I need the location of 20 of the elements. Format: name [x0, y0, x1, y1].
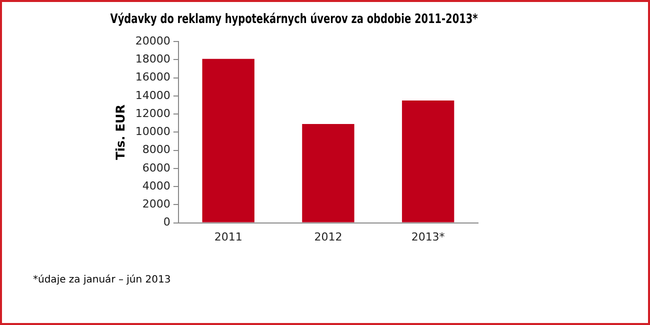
y-tick-label: 12000	[135, 106, 170, 120]
y-tick-label: 0	[163, 216, 170, 229]
bar	[402, 100, 454, 222]
bar	[302, 124, 354, 222]
bar	[202, 58, 254, 222]
x-tick-label: 2011	[214, 230, 242, 244]
y-tick-label: 16000	[135, 70, 170, 84]
y-tick-label: 6000	[142, 161, 170, 174]
y-tick-label: 2000	[142, 198, 170, 211]
y-tick-label: 8000	[142, 143, 170, 156]
y-axis-title: Tis. EUR	[113, 104, 128, 160]
chart-title: Výdavky do reklamy hypotekárnych úverov za obdobie 2011-2013*	[110, 10, 478, 27]
x-tick-label: 2012	[314, 230, 342, 244]
y-tick-label: 10000	[135, 125, 170, 138]
y-tick-label: 4000	[142, 179, 170, 192]
y-tick-label: 18000	[135, 52, 170, 66]
y-tick-label: 20000	[135, 34, 170, 48]
x-tick-label: 2013*	[411, 230, 446, 244]
y-tick-label: 14000	[135, 88, 170, 102]
text: *údaje za január – jún 2013	[33, 274, 171, 286]
